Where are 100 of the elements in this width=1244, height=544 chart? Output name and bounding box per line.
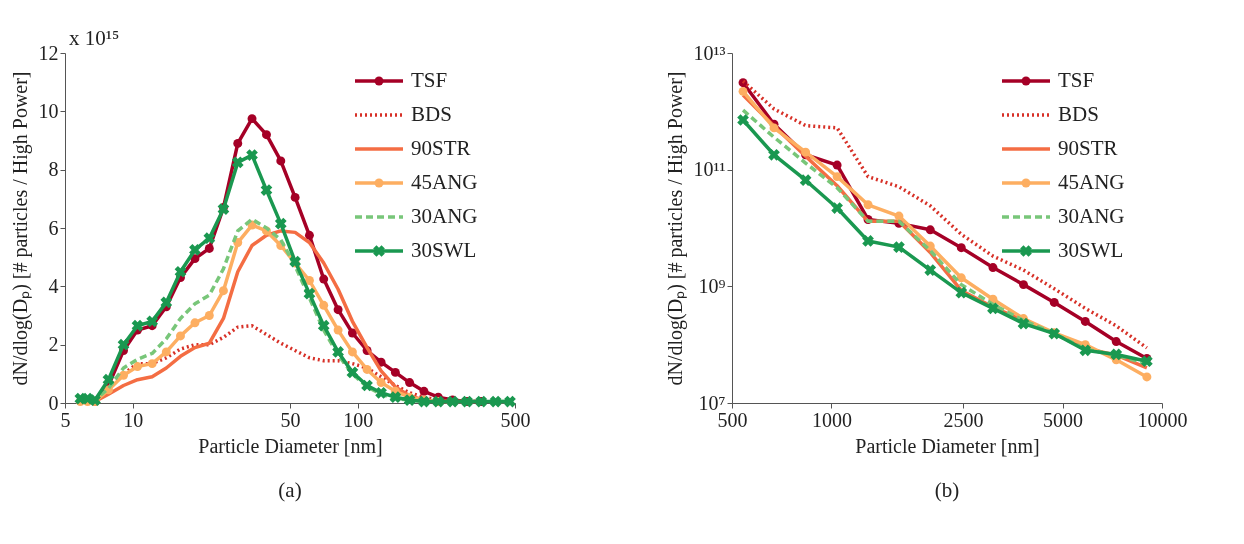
point (131, 319, 144, 332)
point (347, 328, 357, 338)
x-tick-label: 2500 (943, 408, 984, 431)
point (190, 318, 200, 328)
x-tick-label: 500 (500, 408, 531, 431)
y-axis-title: dN/dlog(Dₚ) [# particles / High Power] (663, 71, 687, 386)
point (1019, 280, 1028, 290)
point (146, 315, 159, 328)
point (863, 200, 873, 210)
x-tick-label: 5 (60, 408, 71, 431)
point (333, 325, 343, 335)
point (769, 123, 779, 133)
point (799, 174, 812, 187)
y-tick-label: 10 (38, 99, 59, 122)
x-tick-label: 10 (123, 408, 144, 431)
point (204, 311, 214, 320)
y-tick-label: 10⁹ (698, 274, 726, 297)
point (231, 156, 244, 169)
point (1142, 372, 1152, 382)
point (390, 367, 400, 377)
point (419, 386, 429, 396)
legend-label: 30ANG (1058, 204, 1125, 228)
point (133, 362, 142, 371)
point (233, 138, 243, 148)
legend-label: 30ANG (411, 204, 478, 228)
point (161, 347, 171, 357)
point (1049, 297, 1059, 307)
y-tick-label: 4 (48, 274, 59, 297)
legend-label: 45ANG (411, 170, 478, 194)
point (304, 276, 314, 285)
y-tick-label: 0 (48, 391, 59, 414)
y-tick-label: 10¹³ (693, 41, 726, 64)
point (204, 243, 214, 253)
point (160, 296, 173, 309)
point (831, 202, 843, 214)
point (1017, 317, 1030, 330)
y-axis-title: dN/dlog(Dₚ) [# particles / High Power] (8, 71, 32, 386)
point (955, 286, 968, 299)
x-tick-label: 100 (343, 408, 374, 431)
point (738, 86, 748, 96)
point (1080, 316, 1090, 326)
y-tick-label: 10¹¹ (693, 158, 726, 181)
point (1110, 348, 1123, 361)
point (988, 263, 998, 272)
y-tick-label: 8 (48, 158, 59, 181)
point (117, 338, 130, 351)
point (319, 274, 329, 284)
point (489, 395, 502, 408)
text: (a) (278, 478, 302, 502)
legend-label: 90STR (411, 136, 471, 160)
point (832, 160, 842, 170)
point (290, 192, 300, 202)
point (319, 300, 329, 310)
legend-label: TSF (411, 68, 448, 92)
legend-label: BDS (1058, 102, 1099, 126)
point (189, 244, 201, 256)
point (218, 286, 228, 296)
y-tick-label: 12 (38, 41, 59, 64)
point (347, 347, 357, 357)
point (956, 273, 966, 283)
x-axis-title: Particle Diameter [nm] (198, 434, 383, 457)
point (176, 331, 185, 341)
point (262, 130, 271, 140)
x-tick-label: 50 (280, 408, 301, 431)
point (346, 366, 359, 379)
text: x 10¹⁵ (69, 26, 120, 50)
legend-label: TSF (1058, 68, 1095, 92)
point (203, 232, 216, 245)
y-tick-label: 2 (48, 333, 59, 356)
point (332, 346, 344, 358)
point (832, 172, 842, 182)
point (737, 114, 749, 126)
point (925, 225, 935, 235)
x-tick-label: 10000 (1137, 408, 1188, 431)
legend-label: 45ANG (1058, 170, 1125, 194)
legend-label: 30SWL (1058, 238, 1124, 262)
point (317, 319, 330, 332)
x-tick-label: 5000 (1043, 408, 1084, 431)
x-tick-label: 1000 (811, 408, 852, 431)
point (1079, 344, 1092, 357)
point (768, 148, 780, 161)
point (362, 365, 372, 374)
legend-label: BDS (411, 102, 452, 126)
point (246, 149, 258, 161)
point (1111, 337, 1121, 347)
point (375, 386, 387, 399)
x-axis-title: Particle Diameter [nm] (855, 434, 1040, 457)
point (403, 394, 416, 406)
point (119, 370, 128, 380)
point (987, 302, 999, 315)
point (174, 265, 187, 278)
legend-label: 90STR (1058, 136, 1118, 160)
point (376, 378, 386, 388)
text: (b) (934, 478, 960, 502)
point (274, 217, 287, 230)
point (894, 211, 904, 221)
point (924, 264, 937, 276)
point (276, 156, 286, 166)
point (304, 230, 314, 240)
point (405, 378, 415, 388)
